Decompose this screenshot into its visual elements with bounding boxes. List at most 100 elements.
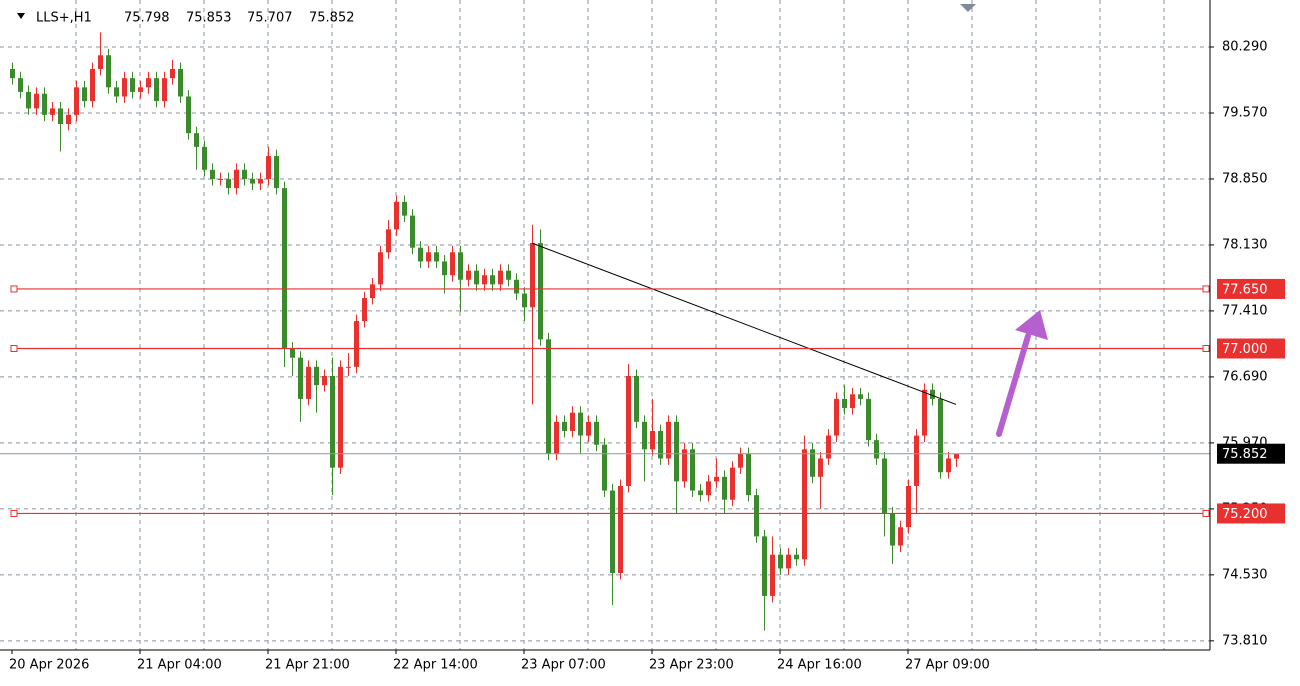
candle-body: [210, 169, 215, 179]
candle-body: [626, 375, 631, 486]
candle-body: [890, 513, 895, 546]
grid: 73.81074.53075.25075.97076.69077.41078.1…: [0, 0, 1268, 673]
candle-body: [930, 389, 935, 399]
candle-body: [602, 444, 607, 491]
candle-body: [114, 87, 119, 97]
current-price-label: 75.852: [1222, 447, 1268, 462]
candle-body: [218, 178, 223, 180]
symbol-title: LLS+,H1: [36, 11, 92, 26]
candle-body: [154, 78, 159, 102]
candle-body: [282, 188, 287, 349]
candle-body: [874, 440, 879, 459]
candle-body: [506, 270, 511, 280]
level-box: [1217, 278, 1285, 299]
candle-body: [754, 495, 759, 537]
candle-body: [378, 252, 383, 285]
candle-body: [818, 458, 823, 477]
candle-body: [162, 78, 167, 102]
candle-body: [258, 178, 263, 184]
candle-body: [122, 78, 127, 97]
level-label: 77.000: [1222, 342, 1268, 357]
candle-body: [226, 178, 231, 189]
y-tick-label: 79.570: [1222, 105, 1268, 120]
candle-body: [362, 298, 367, 322]
candle-body: [738, 453, 743, 468]
candle-body: [522, 293, 527, 308]
overlays: 75.852 77.650 77.000 75.200: [0, 242, 1285, 524]
trendline: [531, 242, 957, 405]
candle-body: [778, 554, 783, 569]
current-price-box: [1217, 443, 1285, 464]
level-handle: [1202, 345, 1210, 353]
level-handle: [10, 345, 18, 353]
candle-body: [346, 366, 351, 368]
x-tick-label: 24 Apr 16:00: [777, 658, 862, 673]
candle-body: [546, 339, 551, 454]
shift-marker: [960, 4, 976, 12]
candle-body: [946, 458, 951, 473]
candle-body: [130, 78, 135, 92]
candle-body: [954, 453, 959, 459]
candle-body: [562, 421, 567, 431]
candle-body: [458, 252, 463, 280]
x-tick-label: 21 Apr 04:00: [137, 658, 222, 673]
candle-body: [770, 554, 775, 596]
candle-body: [242, 169, 247, 179]
annotation-arrow: [996, 310, 1048, 437]
candle-body: [642, 421, 647, 450]
candle-body: [666, 421, 671, 459]
candle-body: [714, 476, 719, 482]
candle-body: [722, 476, 727, 500]
candle-body: [698, 490, 703, 496]
candle-body: [530, 243, 535, 308]
candle-body: [338, 366, 343, 468]
candle-body: [498, 270, 503, 285]
level-label: 77.650: [1222, 282, 1268, 297]
candle-body: [538, 243, 543, 340]
candle-body: [554, 421, 559, 454]
candle-body: [354, 321, 359, 367]
candle-body: [858, 394, 863, 399]
candle-body: [842, 398, 847, 409]
y-tick-label: 77.410: [1222, 303, 1268, 318]
candle-body: [650, 430, 655, 450]
ohlc-open: 75.798: [124, 11, 170, 26]
candle-body: [570, 412, 575, 431]
y-tick-label: 73.810: [1222, 633, 1268, 648]
candle-body: [794, 554, 799, 560]
candle-body: [322, 375, 327, 386]
level-box: [1217, 338, 1285, 359]
ohlc-low: 75.707: [247, 11, 293, 26]
candle-body: [658, 430, 663, 459]
candle-body: [170, 69, 175, 79]
candle-body: [178, 69, 183, 97]
candle-body: [266, 156, 271, 179]
y-tick-label: 80.290: [1222, 40, 1268, 55]
candle-body: [786, 554, 791, 569]
y-tick-label: 74.530: [1222, 567, 1268, 582]
level-handle: [10, 285, 18, 293]
ohlc-high: 75.853: [186, 11, 232, 26]
menu-triangle[interactable]: [17, 13, 25, 19]
candle-body: [882, 458, 887, 514]
candle-body: [802, 449, 807, 560]
candle-body: [898, 527, 903, 546]
candle-body: [402, 201, 407, 216]
level-label: 75.200: [1222, 507, 1268, 522]
level-handle: [1202, 285, 1210, 293]
candle-body: [194, 133, 199, 147]
x-tick-label: 21 Apr 21:00: [265, 658, 350, 673]
x-tick-label: 23 Apr 07:00: [521, 658, 606, 673]
level-handle: [1202, 509, 1210, 517]
y-tick-label: 78.130: [1222, 237, 1268, 252]
candle-body: [410, 215, 415, 248]
level-handle: [10, 509, 18, 517]
candle-body: [586, 421, 591, 436]
candle-body: [850, 394, 855, 409]
candle-body: [370, 284, 375, 299]
candle-body: [418, 247, 423, 262]
candle-body: [306, 366, 311, 399]
candle-body: [618, 485, 623, 574]
